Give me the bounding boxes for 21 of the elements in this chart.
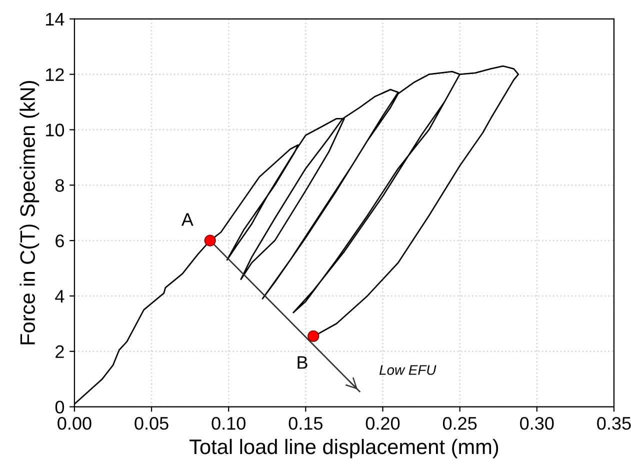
y-tick-label: 0	[55, 400, 64, 414]
x-tick-label: 0.25	[442, 416, 477, 430]
x-tick-label: 0.35	[597, 416, 631, 430]
annotation: A	[181, 213, 194, 226]
annotation: B	[298, 356, 308, 369]
x-tick-label: 0.05	[134, 416, 168, 430]
y-tick-label: 4	[55, 290, 64, 303]
x-tick-label: 0.15	[288, 416, 322, 430]
y-tick-label: 14	[46, 13, 64, 26]
y-tick-label: 6	[56, 234, 64, 248]
x-tick-label: 0.00	[58, 416, 92, 430]
y-tick-label: 10	[46, 124, 64, 136]
x-tick-label: 0.30	[520, 416, 554, 430]
x-axis-title: Total load line displacement (mm)	[190, 438, 498, 458]
y-axis-title: Force in C(T) Specimen (kN)	[20, 81, 40, 344]
y-tick-label: 2	[56, 345, 64, 358]
x-tick-label: 0.10	[212, 416, 246, 430]
y-tick-label: 8	[55, 179, 64, 192]
annotation: Low EFU	[379, 365, 436, 375]
x-tick-label: 0.20	[366, 416, 400, 430]
y-tick-label: 12	[46, 68, 64, 81]
